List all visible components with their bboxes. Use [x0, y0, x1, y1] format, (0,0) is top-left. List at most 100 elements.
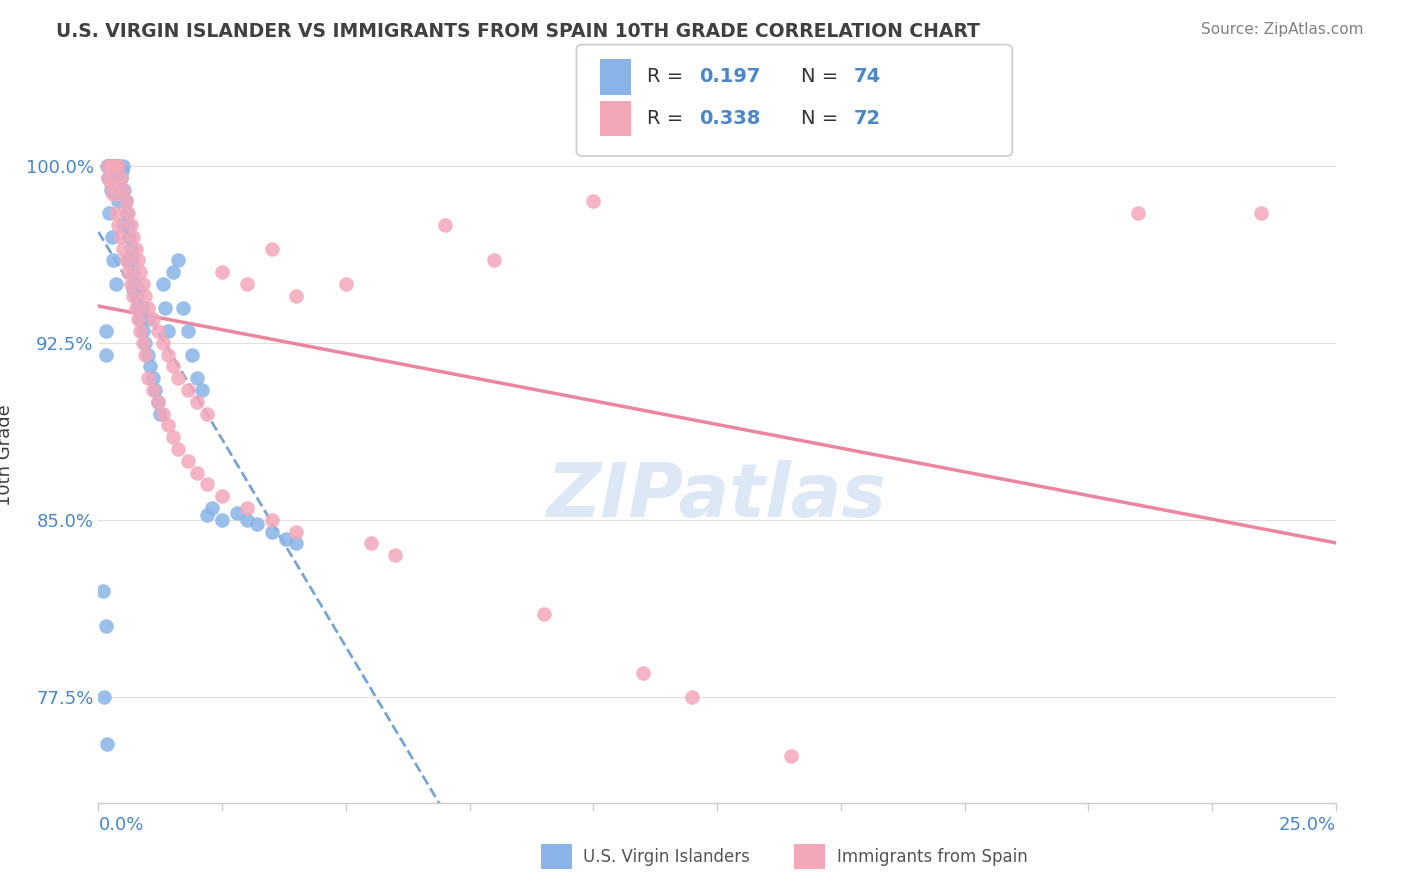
- Point: [533, 607, 555, 621]
- Point: [114, 194, 136, 209]
- Point: [94, 348, 117, 362]
- Point: [124, 301, 146, 315]
- Point: [96, 159, 118, 173]
- Point: [108, 159, 131, 173]
- Point: [146, 395, 169, 409]
- Point: [384, 548, 406, 562]
- Text: U.S. VIRGIN ISLANDER VS IMMIGRANTS FROM SPAIN 10TH GRADE CORRELATION CHART: U.S. VIRGIN ISLANDER VS IMMIGRANTS FROM …: [56, 22, 980, 41]
- Point: [110, 170, 132, 185]
- Point: [172, 301, 194, 315]
- Point: [127, 253, 149, 268]
- Point: [117, 253, 139, 268]
- Point: [105, 159, 128, 173]
- Point: [236, 500, 259, 515]
- Point: [117, 218, 139, 232]
- Point: [103, 253, 125, 268]
- Text: 0.0%: 0.0%: [98, 816, 143, 834]
- Text: U.S. Virgin Islanders: U.S. Virgin Islanders: [583, 848, 751, 866]
- Point: [582, 194, 605, 209]
- Text: ZIPatlas: ZIPatlas: [547, 460, 887, 533]
- Point: [103, 159, 125, 173]
- Point: [136, 301, 159, 315]
- Point: [104, 277, 127, 291]
- Point: [112, 183, 135, 197]
- Point: [211, 513, 233, 527]
- Point: [484, 253, 506, 268]
- Point: [433, 218, 456, 232]
- Point: [146, 395, 169, 409]
- Point: [129, 312, 152, 326]
- Point: [176, 454, 198, 468]
- Point: [96, 737, 118, 751]
- Point: [246, 517, 269, 532]
- Point: [97, 159, 120, 173]
- Point: [107, 159, 129, 173]
- Point: [110, 170, 132, 185]
- Point: [115, 206, 138, 220]
- Point: [110, 229, 132, 244]
- Point: [191, 383, 214, 397]
- Point: [134, 348, 156, 362]
- Point: [143, 383, 166, 397]
- Point: [103, 187, 125, 202]
- Point: [176, 383, 198, 397]
- Point: [335, 277, 357, 291]
- Text: N =: N =: [801, 109, 845, 128]
- Point: [127, 282, 149, 296]
- Point: [195, 407, 218, 421]
- Point: [186, 371, 208, 385]
- Text: 0.197: 0.197: [699, 67, 761, 87]
- Point: [100, 159, 122, 173]
- Point: [98, 206, 121, 220]
- Point: [136, 348, 159, 362]
- Point: [114, 194, 136, 209]
- Point: [134, 335, 156, 350]
- Point: [156, 418, 179, 433]
- Text: R =: R =: [647, 67, 689, 87]
- Point: [276, 532, 298, 546]
- Point: [166, 442, 188, 456]
- Point: [226, 506, 249, 520]
- Point: [97, 170, 120, 185]
- Point: [195, 508, 218, 522]
- Point: [100, 159, 122, 173]
- Point: [98, 159, 121, 173]
- Point: [93, 690, 115, 704]
- Point: [136, 371, 159, 385]
- Point: [136, 312, 159, 326]
- Point: [122, 265, 145, 279]
- Point: [122, 289, 145, 303]
- Point: [260, 524, 283, 539]
- Point: [93, 583, 115, 598]
- Point: [132, 335, 155, 350]
- Point: [134, 289, 156, 303]
- Point: [122, 229, 145, 244]
- Point: [260, 242, 283, 256]
- Point: [780, 748, 803, 763]
- Point: [1250, 206, 1272, 220]
- Point: [114, 253, 136, 268]
- Point: [120, 242, 142, 256]
- Point: [211, 489, 233, 503]
- Point: [162, 359, 184, 374]
- Text: Source: ZipAtlas.com: Source: ZipAtlas.com: [1201, 22, 1364, 37]
- Point: [112, 218, 135, 232]
- Point: [94, 324, 117, 338]
- Point: [107, 159, 129, 173]
- Point: [132, 324, 155, 338]
- Point: [112, 183, 135, 197]
- Point: [120, 277, 142, 291]
- Point: [166, 253, 188, 268]
- Point: [104, 159, 127, 173]
- Point: [129, 265, 152, 279]
- Point: [118, 229, 141, 244]
- Point: [152, 335, 174, 350]
- Point: [101, 159, 124, 173]
- Point: [181, 348, 204, 362]
- Text: R =: R =: [647, 109, 689, 128]
- Point: [631, 666, 654, 681]
- Point: [152, 407, 174, 421]
- Point: [186, 395, 208, 409]
- Point: [186, 466, 208, 480]
- Point: [1126, 206, 1149, 220]
